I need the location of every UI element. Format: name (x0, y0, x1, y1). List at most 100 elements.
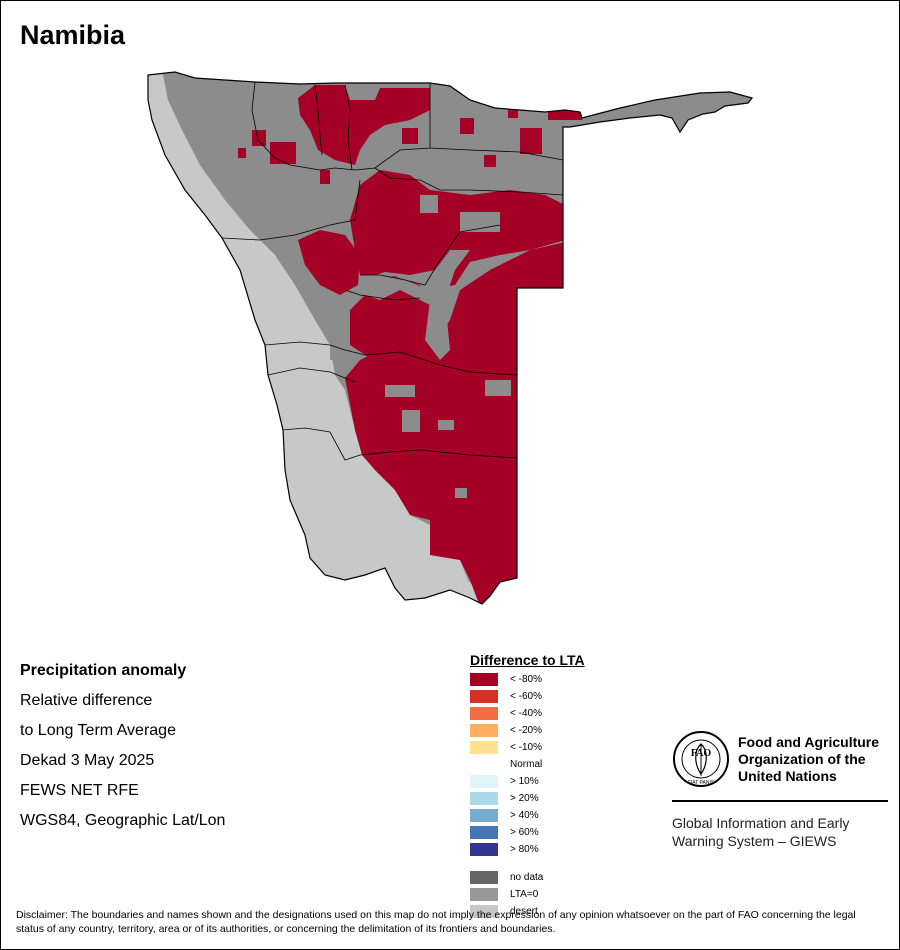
legend-label: < -60% (510, 690, 542, 702)
region-border (264, 341, 518, 376)
divider (672, 800, 888, 802)
country-outline (147, 71, 754, 605)
info-line: WGS84, Geographic Lat/Lon (20, 812, 226, 829)
lta-zero-patch (455, 488, 467, 498)
lta-zero-patch (360, 250, 470, 360)
legend-item: LTA=0 (470, 887, 538, 901)
legend-item: < -60% (470, 689, 542, 703)
legend-swatch (470, 825, 498, 839)
legend-item: < -10% (470, 740, 542, 754)
legend-label: < -40% (510, 707, 542, 719)
lta-zero-patch (420, 195, 438, 213)
fao-logo-text: FAO (691, 748, 712, 759)
legend-label: < -10% (510, 741, 542, 753)
legend-label: > 60% (510, 826, 539, 838)
region-border (374, 167, 564, 196)
anomaly-patch (238, 148, 246, 158)
program-name: Global Information and Early Warning Sys… (672, 814, 849, 850)
legend-item: < -80% (470, 672, 542, 686)
namibia-map (147, 71, 754, 605)
anomaly-patch (402, 128, 418, 144)
legend-item: no data (470, 870, 543, 884)
lta-zero-patch (460, 212, 500, 232)
anomaly-region-north-central (350, 170, 565, 290)
region-borders (221, 81, 564, 461)
organization-name-line: Organization of the (738, 751, 866, 767)
region-border (282, 427, 518, 461)
region-border (251, 81, 376, 171)
legend-item: > 60% (470, 825, 539, 839)
region-border (221, 179, 361, 241)
legend-swatch (470, 723, 498, 737)
legend-label: < -80% (510, 673, 542, 685)
lta-zero-patch (330, 320, 350, 360)
anomaly-region-west (298, 230, 360, 295)
legend: Difference to LTA < -80% < -60% < -40% < -2… (470, 652, 585, 918)
info-line: Relative difference (20, 692, 153, 709)
legend-swatch (470, 706, 498, 720)
legend-swatch (470, 870, 498, 884)
anomaly-region-central (350, 290, 450, 370)
region-border (344, 84, 353, 171)
fao-logo-icon: FAO FIAT PANIS (673, 731, 729, 787)
legend-label: desert (510, 905, 538, 917)
legend-swatch (470, 740, 498, 754)
lta-zero-patch (438, 420, 454, 430)
region-border (429, 147, 564, 161)
legend-label: > 10% (510, 775, 539, 787)
legend-item: > 10% (470, 774, 539, 788)
legend-label: LTA=0 (510, 888, 539, 900)
anomaly-patch (520, 128, 542, 154)
legend-label: no data (510, 871, 544, 883)
disclaimer: Disclaimer: The boundaries and names sho… (16, 909, 856, 935)
legend-swatch (470, 842, 498, 856)
legend-label: Normal (510, 758, 543, 770)
anomaly-patch (320, 170, 330, 184)
organization-name-line: United Nations (738, 768, 837, 784)
legend-swatch (470, 791, 498, 805)
legend-swatch (470, 904, 498, 918)
legend-title: Difference to LTA (470, 652, 585, 668)
anomaly-patch (508, 108, 518, 118)
program-name-line: Global Information and Early (672, 815, 850, 831)
anomaly-patch (484, 155, 496, 167)
legend-label: < -20% (510, 724, 542, 736)
anomaly-region-north (298, 85, 430, 165)
anomaly-patch (252, 130, 266, 146)
legend-item: > 20% (470, 791, 539, 805)
region-border (360, 224, 501, 286)
region-border (314, 84, 323, 156)
map-info-panel: Precipitation anomaly Relative differenc… (20, 656, 225, 836)
legend-swatch (470, 887, 498, 901)
lta-zero-patch (402, 410, 420, 432)
anomaly-patch (270, 142, 296, 164)
fao-logo-motto: FIAT PANIS (688, 780, 715, 786)
legend-item: > 40% (470, 808, 539, 822)
legend-item: < -20% (470, 723, 542, 737)
legend-swatch (470, 757, 498, 771)
organization-name-line: Food and Agriculture (738, 734, 880, 750)
legend-swatch (470, 808, 498, 822)
legend-item: Normal (470, 757, 542, 771)
organization-name: Food and Agriculture Organization of the… (738, 734, 879, 785)
map-title: Namibia (20, 20, 126, 50)
legend-swatch (470, 774, 498, 788)
info-line: Dekad 3 May 2025 (20, 752, 155, 769)
region-border (344, 289, 421, 301)
legend-swatch (470, 689, 498, 703)
legend-item: desert (470, 904, 538, 918)
legend-item: < -40% (470, 706, 542, 720)
legend-label: > 20% (510, 792, 539, 804)
lta-zero-patch (385, 385, 415, 397)
legend-label: > 40% (510, 809, 539, 821)
info-heading: Precipitation anomaly (20, 662, 187, 679)
lta-zero-patch (485, 380, 511, 396)
info-line: to Long Term Average (20, 722, 176, 739)
legend-swatch (470, 672, 498, 686)
anomaly-patch (460, 118, 474, 134)
region-border (374, 83, 431, 169)
info-line: FEWS NET RFE (20, 782, 139, 799)
legend-label: > 80% (510, 843, 539, 855)
legend-item: > 80% (470, 842, 539, 856)
program-name-line: Warning System – GIEWS (672, 833, 837, 849)
